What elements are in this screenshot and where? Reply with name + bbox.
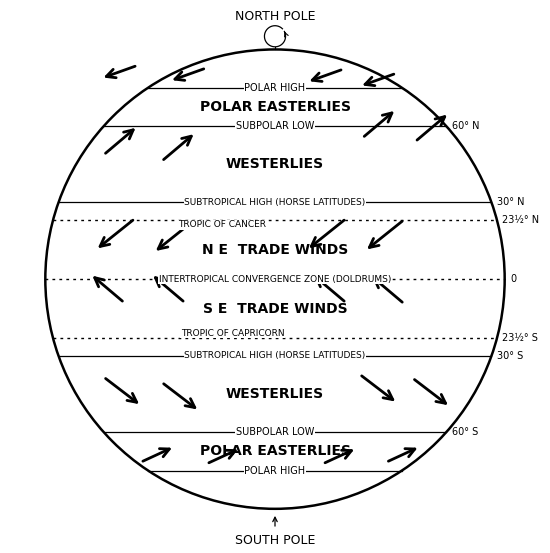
Text: NORTH POLE: NORTH POLE: [235, 10, 315, 23]
Text: 23½° S: 23½° S: [502, 333, 538, 343]
Text: POLAR HIGH: POLAR HIGH: [244, 82, 306, 92]
Text: N E  TRADE WINDS: N E TRADE WINDS: [202, 243, 348, 257]
Text: 60° N: 60° N: [452, 121, 479, 131]
Text: S E  TRADE WINDS: S E TRADE WINDS: [203, 301, 347, 316]
Text: WESTERLIES: WESTERLIES: [226, 387, 324, 401]
Text: 30° S: 30° S: [497, 351, 523, 361]
Text: TROPIC OF CAPRICORN: TROPIC OF CAPRICORN: [181, 329, 284, 338]
Text: 0: 0: [510, 274, 516, 284]
Text: 60° S: 60° S: [452, 427, 478, 437]
Text: 23½° N: 23½° N: [502, 215, 540, 225]
Text: SUBPOLAR LOW: SUBPOLAR LOW: [236, 121, 314, 131]
Text: TROPIC OF CANCER: TROPIC OF CANCER: [178, 221, 266, 229]
Text: POLAR HIGH: POLAR HIGH: [244, 466, 306, 476]
Text: SOUTH POLE: SOUTH POLE: [235, 534, 315, 547]
Text: SUBTROPICAL HIGH (HORSE LATITUDES): SUBTROPICAL HIGH (HORSE LATITUDES): [184, 351, 366, 361]
Text: INTERTROPICAL CONVERGENCE ZONE (DOLDRUMS): INTERTROPICAL CONVERGENCE ZONE (DOLDRUMS…: [159, 275, 391, 284]
Text: WESTERLIES: WESTERLIES: [226, 157, 324, 171]
Text: SUBTROPICAL HIGH (HORSE LATITUDES): SUBTROPICAL HIGH (HORSE LATITUDES): [184, 198, 366, 207]
Text: 30° N: 30° N: [497, 197, 524, 207]
Text: POLAR EASTERLIES: POLAR EASTERLIES: [200, 100, 350, 114]
Text: SUBPOLAR LOW: SUBPOLAR LOW: [236, 427, 314, 437]
Text: POLAR EASTERLIES: POLAR EASTERLIES: [200, 445, 350, 458]
